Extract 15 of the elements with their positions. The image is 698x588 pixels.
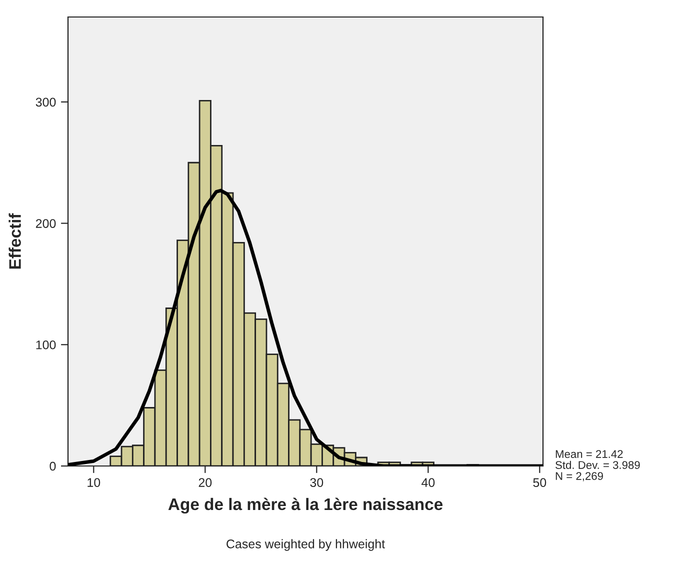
y-tick-label: 300 <box>36 98 56 107</box>
x-tick-label: 10 <box>88 478 100 487</box>
y-axis-title: Effectif <box>8 213 21 269</box>
y-tick-label: 0 <box>50 462 56 471</box>
x-tick-label: 40 <box>421 478 435 487</box>
x-tick-label: 20 <box>198 478 212 487</box>
y-tick-label: 100 <box>36 340 56 350</box>
text: Std. Dev. = 3.989 <box>556 460 640 469</box>
x-tick-label: 30 <box>310 478 324 487</box>
text: N = 2,269 <box>556 472 603 482</box>
x-tick-label: 50 <box>533 478 546 487</box>
y-tick-label: 200 <box>36 219 56 228</box>
text: Mean = 21.42 <box>556 450 623 458</box>
x-axis-title: Age de la mère à la 1ère naissance <box>168 498 443 514</box>
text: Cases weighted by hhweight <box>226 539 385 551</box>
